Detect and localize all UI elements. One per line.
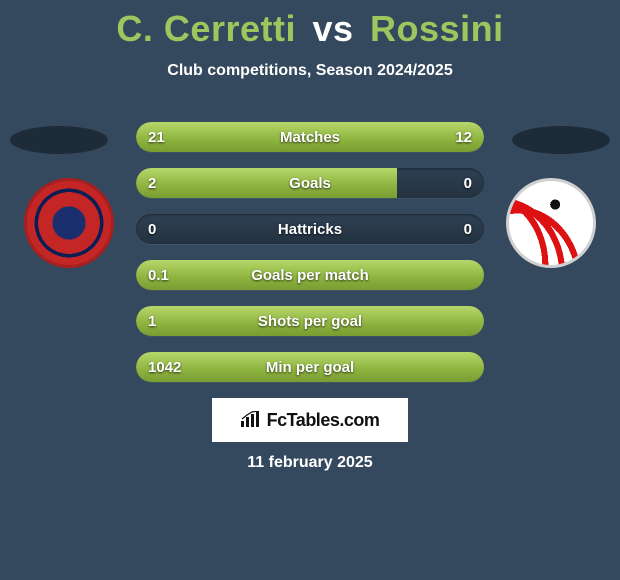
- stat-bar-fill-left: [136, 352, 484, 382]
- page-title: C. Cerretti vs Rossini: [0, 0, 620, 50]
- date-text: 11 february 2025: [0, 454, 620, 472]
- player1-club-badge: [24, 178, 114, 268]
- player2-name: Rossini: [370, 8, 504, 49]
- stat-bar-fill-left: [136, 168, 397, 198]
- player2-avatar-placeholder: [512, 126, 610, 154]
- stats-bars: 2112Matches20Goals00Hattricks0.1Goals pe…: [136, 122, 484, 398]
- branding-logo[interactable]: FcTables.com: [212, 398, 408, 442]
- stat-label: Hattricks: [136, 214, 484, 244]
- stat-value-right: 0: [464, 214, 472, 244]
- stat-bar: 0 0Hattricks: [136, 214, 484, 244]
- stat-bar: 0.1Goals per match: [136, 260, 484, 290]
- player2-club-badge: [506, 178, 596, 268]
- stat-bar-fill-left: [136, 122, 357, 152]
- player1-avatar-placeholder: [10, 126, 108, 154]
- stat-bar-fill-left: [136, 306, 484, 336]
- vs-separator: vs: [312, 8, 353, 49]
- stat-bar: 1Shots per goal: [136, 306, 484, 336]
- stat-value-left: 0: [148, 214, 156, 244]
- stat-bar-fill-right: [357, 122, 484, 152]
- bar-chart-icon: [241, 411, 261, 430]
- stat-bar: 20Goals: [136, 168, 484, 198]
- stat-bar: 1042Min per goal: [136, 352, 484, 382]
- brand-text: FcTables.com: [267, 410, 380, 431]
- stat-bar: 2112Matches: [136, 122, 484, 152]
- player1-name: C. Cerretti: [116, 8, 296, 49]
- stat-value-right: 0: [464, 168, 472, 198]
- stat-bar-fill-left: [136, 260, 484, 290]
- subtitle: Club competitions, Season 2024/2025: [0, 62, 620, 80]
